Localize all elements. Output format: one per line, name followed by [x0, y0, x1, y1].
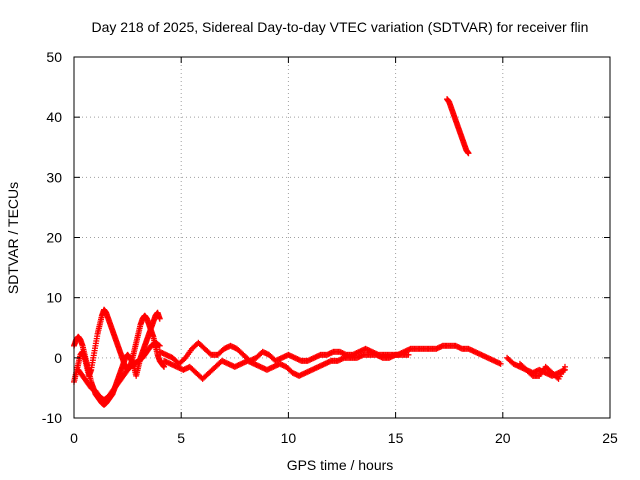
- chart-title: Day 218 of 2025, Sidereal Day-to-day VTE…: [92, 19, 589, 35]
- series-track-f: [444, 96, 472, 157]
- y-tick-label: 0: [54, 350, 62, 366]
- y-tick-label: 40: [46, 109, 62, 125]
- y-tick-label: 10: [46, 290, 62, 306]
- series-track-e: [161, 351, 412, 382]
- data-point: [156, 315, 163, 322]
- x-axis-label: GPS time / hours: [287, 457, 394, 473]
- labels-layer: 0 5 10 15 20 25 -10 0 10 20 30 40 50: [42, 49, 618, 446]
- x-tick-label: 15: [388, 430, 404, 446]
- data-point: [465, 150, 472, 157]
- y-tick-label: 50: [46, 49, 62, 65]
- data-point: [405, 351, 412, 358]
- data-point: [497, 360, 504, 367]
- series-track-h: [516, 360, 568, 382]
- x-tick-label: 10: [281, 430, 297, 446]
- y-tick-label: -10: [42, 410, 62, 426]
- x-tick-label: 25: [602, 430, 618, 446]
- y-tick-label: 30: [46, 169, 62, 185]
- data-point: [161, 363, 168, 370]
- y-tick-label: 20: [46, 230, 62, 246]
- series-track-c: [75, 339, 163, 403]
- points-layer: [71, 96, 568, 408]
- y-axis-label: SDTVAR / TECUs: [5, 182, 21, 294]
- ticks-layer: [73, 56, 611, 419]
- data-point: [561, 363, 568, 370]
- grid-layer: [74, 57, 610, 418]
- data-point: [181, 356, 188, 363]
- x-tick-label: 0: [70, 430, 78, 446]
- data-point: [156, 342, 163, 349]
- x-tick-label: 5: [177, 430, 185, 446]
- x-tick-label: 20: [495, 430, 511, 446]
